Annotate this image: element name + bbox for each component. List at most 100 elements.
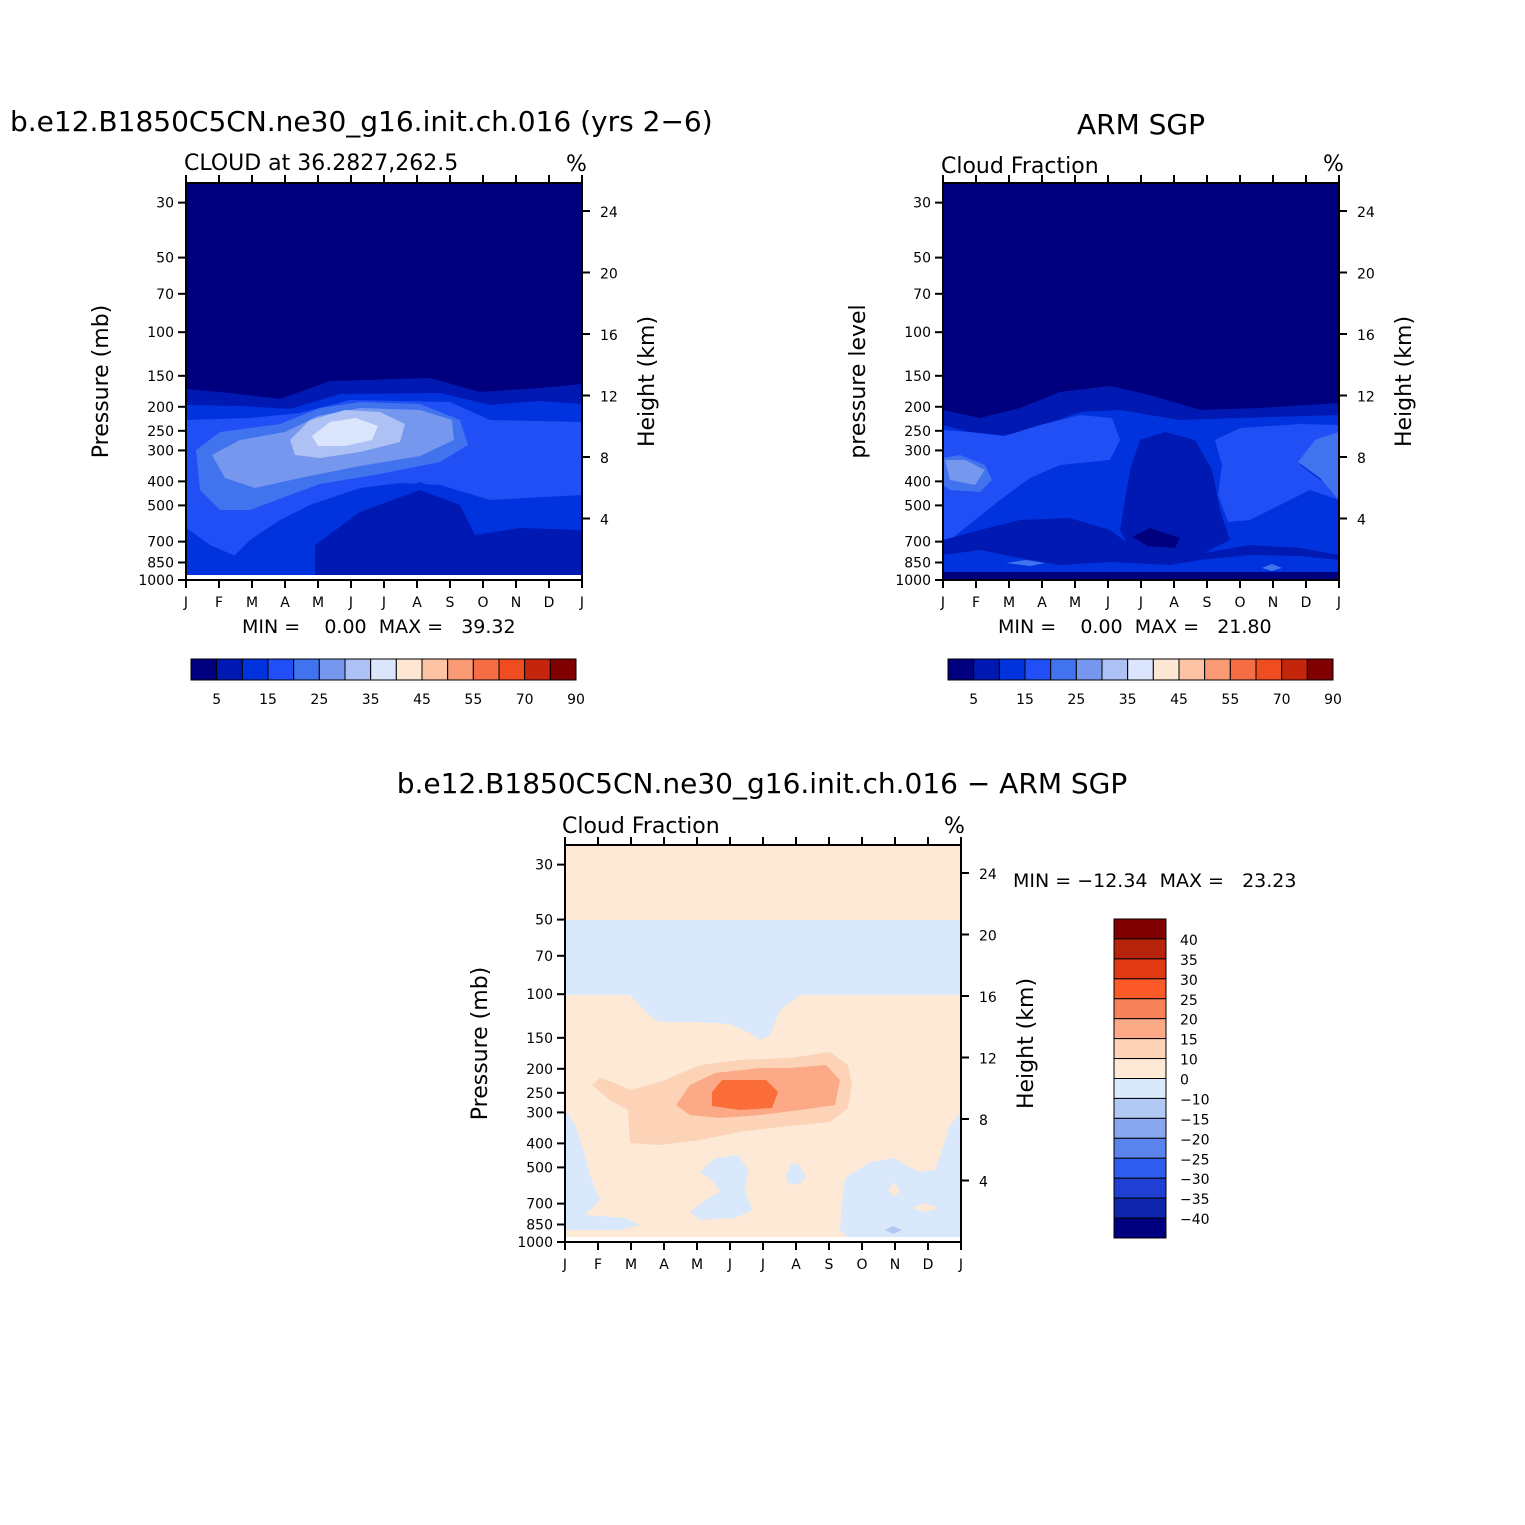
height-tick-label: 20: [979, 929, 997, 945]
height-tick-label: 20: [1357, 267, 1375, 283]
panel-model-subtitle: CLOUD at 36.2827,262.5: [184, 151, 458, 176]
panel-model-units: %: [566, 152, 587, 177]
colorbar-swatch: [1113, 1058, 1167, 1079]
y-tick-label: 100: [526, 987, 553, 1003]
y-axis-title: Pressure (mb): [89, 305, 114, 459]
colorbar-swatch: [1113, 938, 1167, 960]
contour-band: [1262, 564, 1282, 571]
contour-band: [888, 1182, 900, 1196]
colorbar-label: 70: [1273, 692, 1291, 708]
contour-band: [1215, 424, 1339, 522]
x-tick-label: N: [890, 1257, 900, 1273]
x-tick-label: J: [579, 595, 584, 611]
y-tick-label: 30: [535, 858, 553, 874]
contour-field: [186, 183, 582, 580]
contour-band: [565, 1110, 640, 1230]
height-tick-label: 4: [979, 1175, 988, 1191]
height-tick-label: 8: [979, 1113, 988, 1129]
colorbar-swatch: [1113, 1177, 1167, 1199]
contour-band: [912, 1203, 938, 1212]
y-tick-label: 250: [147, 424, 174, 440]
y-tick-label: 250: [526, 1086, 553, 1102]
y-tick-label: 500: [904, 498, 931, 514]
height-tick-label: 24: [979, 867, 997, 883]
y-tick-label: 400: [526, 1136, 553, 1152]
y-tick-label: 200: [147, 400, 174, 416]
colorbar-label: −40: [1180, 1212, 1210, 1228]
contour-band: [943, 550, 1339, 572]
y-tick-label: 70: [535, 949, 553, 965]
y-axis-title: Pressure (mb): [468, 967, 493, 1121]
height-axis-title: Height (km): [635, 316, 660, 447]
y-tick-label: 500: [147, 498, 174, 514]
colorbar-swatch: [421, 658, 449, 681]
x-tick-label: F: [215, 595, 223, 611]
colorbar-label: 25: [1067, 692, 1085, 708]
x-tick-label: A: [791, 1257, 801, 1273]
y-tick-label: 50: [535, 913, 553, 929]
colorbar-obs: 5 15 25 35 45 55 70 90: [947, 658, 1342, 708]
panel-diff-title: b.e12.B1850C5CN.ne30_g16.init.ch.016 − A…: [397, 767, 1128, 800]
colorbar-label: 55: [1221, 692, 1239, 708]
y-tick-label: 150: [904, 369, 931, 385]
colorbar-swatch: [549, 658, 577, 681]
colorbar-label: 45: [1170, 692, 1188, 708]
colorbar-label: 15: [259, 692, 277, 708]
panel-diff: b.e12.B1850C5CN.ne30_g16.init.ch.016 − A…: [397, 767, 1297, 1273]
colorbar-label: 5: [969, 692, 978, 708]
colorbar-swatch: [1113, 1217, 1167, 1239]
colorbar-swatch: [1075, 658, 1103, 681]
contour-band: [945, 460, 985, 485]
colorbar-label: 40: [1180, 933, 1198, 949]
colorbar-label: 30: [1180, 973, 1198, 989]
colorbar-swatch: [1024, 658, 1052, 681]
y-tick-label: 300: [526, 1105, 553, 1121]
y-tick-label: 100: [147, 325, 174, 341]
panel-obs-stats: MIN = 0.00 MAX = 21.80: [998, 616, 1272, 638]
panel-model-stats: MIN = 0.00 MAX = 39.32: [242, 616, 516, 638]
height-tick-label: 12: [600, 390, 618, 406]
x-tick-label: J: [727, 1257, 732, 1273]
x-tick-label: N: [511, 595, 521, 611]
panel-obs-units: %: [1323, 152, 1344, 177]
colorbar-swatch: [1113, 918, 1167, 940]
y-tick-label: 300: [147, 443, 174, 459]
height-tick-label: 8: [600, 451, 609, 467]
contour-band: [312, 418, 378, 446]
colorbar-swatch: [1281, 658, 1308, 681]
height-tick-label: 12: [979, 1052, 997, 1068]
colorbar-swatch: [1113, 1137, 1167, 1159]
x-tick-label: A: [659, 1257, 669, 1273]
colorbar-swatch: [216, 658, 243, 681]
colorbar-label: 20: [1180, 1013, 1198, 1029]
x-tick-label: J: [381, 595, 386, 611]
contour-band: [885, 1226, 902, 1234]
panel-diff-subtitle: Cloud Fraction: [562, 814, 720, 839]
colorbar-swatch: [1050, 658, 1077, 681]
contour-band: [690, 1155, 752, 1220]
y-tick-label: 700: [904, 535, 931, 551]
x-tick-label: J: [1336, 595, 1341, 611]
colorbar-swatch: [1113, 1197, 1167, 1219]
colorbar-swatch: [1113, 1018, 1167, 1040]
colorbar-swatch: [472, 658, 500, 681]
colorbar-swatch: [293, 658, 320, 681]
colorbar-label: −15: [1180, 1112, 1210, 1128]
y-tick-label: 700: [147, 535, 174, 551]
x-tick-label: D: [544, 595, 555, 611]
contour-band: [1298, 432, 1339, 500]
colorbar-swatch: [267, 658, 295, 681]
colorbar-label: 55: [464, 692, 482, 708]
x-tick-label: J: [760, 1257, 765, 1273]
y-tick-label: 700: [526, 1197, 553, 1213]
x-tick-label: F: [594, 1257, 602, 1273]
y-tick-label: 50: [156, 251, 174, 267]
panel-obs: ARM SGP Cloud Fraction % J F M A M J J A S O N D J 30…: [846, 108, 1417, 708]
y-tick-label: 200: [526, 1062, 553, 1078]
x-tick-label: M: [1069, 595, 1081, 611]
colorbar-swatch: [344, 658, 372, 681]
colorbar-swatch: [1113, 1038, 1167, 1060]
y-tick-label: 1000: [895, 573, 931, 589]
colorbar-swatch: [973, 658, 1000, 681]
colorbar-diff: 40 35 30 25 20 15 10 0 −10 −15 −20 −25 −30 −35 −40: [1113, 918, 1210, 1239]
